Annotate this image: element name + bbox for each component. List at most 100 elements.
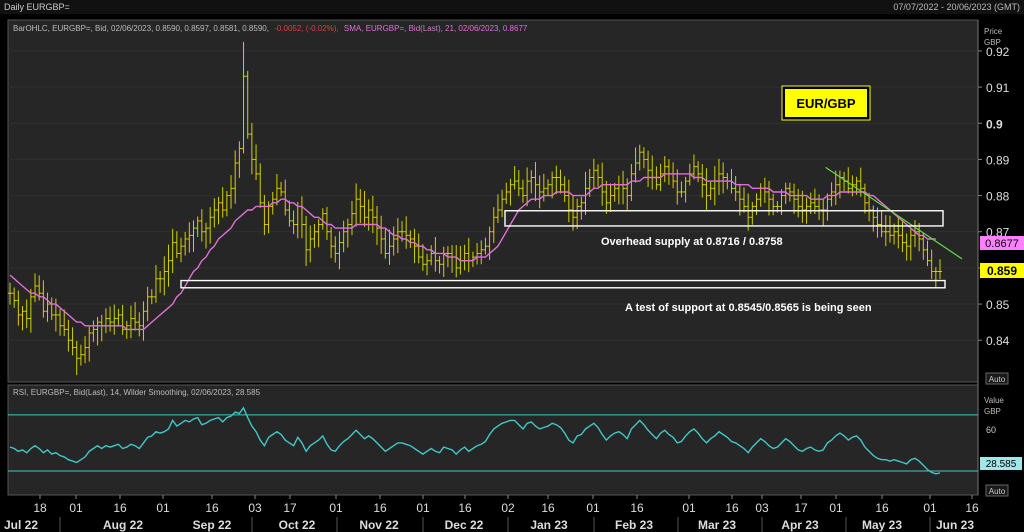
ohlc-bar (324, 206, 329, 240)
rsi-panel[interactable] (7, 384, 979, 496)
x-day-label: 18 (33, 501, 47, 515)
ohlc-bar (520, 179, 525, 203)
ohlc-bar (62, 309, 67, 337)
x-month-label: Jul 22 (4, 518, 38, 532)
sma-line (9, 173, 936, 331)
rsi-value: 28.585 (986, 459, 1017, 470)
x-month-label: Oct 22 (279, 518, 316, 532)
ohlc-bar (24, 299, 29, 329)
x-day-label: 16 (725, 501, 739, 515)
price-axis-title: Price (984, 27, 1003, 36)
rsi-auto-button[interactable] (985, 484, 1009, 497)
ohlc-bar (358, 189, 363, 224)
ohlc-bar (750, 201, 755, 225)
ohlc-bar (700, 164, 705, 198)
ohlc-bar (212, 198, 217, 228)
ohlc-bar (33, 273, 38, 303)
ohlc-bar (137, 312, 142, 337)
x-day-label: 17 (794, 501, 808, 515)
ohlc-bar (679, 181, 684, 198)
x-month-label: Apr 23 (781, 518, 819, 532)
x-day-label: 17 (283, 501, 297, 515)
ohlc-bar (871, 205, 876, 232)
x-day-label: 16 (875, 501, 889, 515)
ohlc-bar (237, 141, 242, 178)
ohlc-bar (533, 161, 538, 202)
price-tick-label: 0.89 (986, 153, 1010, 167)
ohlc-bar (825, 193, 830, 221)
ohlc-bar (508, 178, 513, 206)
ohlc-bar (162, 256, 167, 296)
ohlc-bar (287, 200, 292, 227)
ohlc-bar (312, 224, 317, 248)
ohlc-legend: BarOHLC, EURGBP=, Bid, 02/06/2023, 0.859… (13, 24, 269, 33)
x-month-label: Aug 22 (103, 518, 143, 532)
rsi-value-tag (980, 457, 1022, 470)
ohlc-bar (195, 216, 200, 238)
ohlc-bar (429, 245, 434, 266)
price-tick-label: 0.84 (986, 334, 1010, 348)
ohlc-bar (404, 216, 409, 249)
x-month-label: Sep 22 (193, 518, 232, 532)
ohlc-bar (183, 231, 188, 256)
ohlc-bar (116, 308, 121, 326)
current-price: 0.859 (987, 264, 1017, 278)
ohlc-bar (637, 144, 642, 171)
ohlc-bar (316, 219, 321, 248)
ohlc-bar (504, 182, 509, 204)
ohlc-bar (646, 150, 651, 187)
ohlc-bar (262, 194, 267, 236)
pair-label-bg (785, 89, 867, 117)
ohlc-bar (633, 147, 638, 183)
ohlc-bar (412, 228, 417, 264)
x-day-label: 16 (965, 501, 979, 515)
ohlc-bar (178, 237, 183, 263)
ohlc-bar (387, 229, 392, 265)
ohlc-bar (892, 223, 897, 245)
x-day-label: 01 (829, 501, 843, 515)
ohlc-bar (921, 233, 926, 260)
price-auto-button[interactable] (985, 372, 1009, 385)
ohlc-bar (925, 240, 930, 267)
ohlc-bar (245, 70, 250, 139)
ohlc-bar (771, 193, 776, 216)
date-range: 07/07/2022 - 20/06/2023 (GMT) (893, 2, 1020, 12)
ohlc-bar (187, 222, 192, 253)
ohlc-bar (733, 176, 738, 201)
ohlc-bar (208, 207, 213, 244)
ohlc-bar (604, 180, 609, 214)
x-month-label: Dec 22 (445, 518, 484, 532)
rsi-axis-title: Value (984, 396, 1004, 405)
ohlc-bar (562, 176, 567, 202)
ohlc-bar (908, 228, 913, 261)
ohlc-bar (28, 288, 33, 333)
ohlc-bar (792, 183, 797, 214)
ohlc-bar (224, 190, 229, 217)
x-day-label: 01 (682, 501, 696, 515)
ohlc-bar (675, 169, 680, 205)
ohlc-bar (174, 231, 179, 259)
x-day-label: 01 (329, 501, 343, 515)
ohlc-bar (145, 286, 150, 322)
price-tick-label: 0.9 (986, 117, 1003, 131)
rsi-axis-unit: GBP (984, 407, 1001, 416)
ohlc-bar (683, 176, 688, 203)
ohlc-bar (83, 336, 88, 364)
ohlc-bar (249, 122, 254, 175)
ohlc-bar (437, 255, 442, 274)
x-day-label: 16 (205, 501, 219, 515)
ohlc-bar (279, 181, 284, 197)
ohlc-bar (575, 198, 580, 230)
ohlc-bar (283, 179, 288, 216)
x-month-label: Feb 23 (615, 518, 653, 532)
ohlc-bar (170, 228, 175, 274)
ohlc-bar (625, 178, 630, 211)
ohlc-bar (487, 226, 492, 260)
price-tick-label: 0.91 (986, 81, 1010, 95)
ohlc-bar (345, 218, 350, 248)
ohlc-bar (516, 169, 521, 197)
price-panel[interactable] (7, 19, 979, 383)
price-tick-label: 0.85 (986, 298, 1010, 312)
x-day-label: 16 (541, 501, 555, 515)
rsi-line (9, 406, 941, 475)
